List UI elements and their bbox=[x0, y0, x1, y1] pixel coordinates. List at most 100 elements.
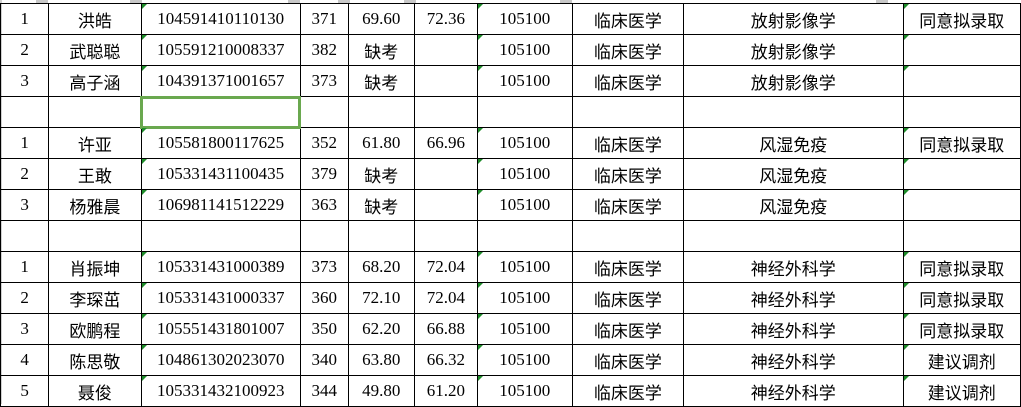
cell-initial-score[interactable]: 379 bbox=[299, 158, 349, 190]
cell-exam-id[interactable]: 105581800117625 bbox=[140, 127, 301, 159]
cell-no[interactable]: 2 bbox=[0, 158, 50, 190]
cell-exam-id[interactable]: 105591210008337 bbox=[140, 34, 301, 66]
cell-major-code[interactable]: 105100 bbox=[476, 189, 573, 221]
cell-retest-score[interactable]: 缺考 bbox=[347, 34, 416, 66]
cell-direction[interactable]: 风湿免疫 bbox=[682, 127, 904, 159]
cell-result[interactable] bbox=[902, 96, 1021, 128]
cell-result[interactable]: 同意拟录取 bbox=[902, 251, 1021, 283]
cell-total-score[interactable]: 72.04 bbox=[414, 282, 478, 314]
cell-total-score[interactable] bbox=[414, 65, 478, 97]
cell-major[interactable] bbox=[571, 96, 684, 128]
cell-retest-score[interactable]: 68.20 bbox=[347, 251, 416, 283]
cell-total-score[interactable] bbox=[414, 189, 478, 221]
cell-direction[interactable]: 神经外科学 bbox=[682, 251, 904, 283]
cell-initial-score[interactable]: 382 bbox=[299, 34, 349, 66]
cell-no[interactable]: 1 bbox=[0, 3, 50, 35]
cell-initial-score[interactable]: 373 bbox=[299, 251, 349, 283]
cell-retest-score[interactable]: 63.80 bbox=[347, 344, 416, 376]
filter-button[interactable] bbox=[876, 0, 888, 3]
cell-direction[interactable]: 放射影像学 bbox=[682, 34, 904, 66]
cell-direction[interactable]: 放射影像学 bbox=[682, 3, 904, 35]
cell-name[interactable]: 陈思敬 bbox=[48, 344, 142, 376]
cell-major-code[interactable]: 105100 bbox=[476, 313, 573, 345]
cell-exam-id[interactable]: 105331431000389 bbox=[140, 251, 301, 283]
cell-initial-score[interactable]: 344 bbox=[299, 375, 349, 407]
cell-name[interactable]: 杨雅晨 bbox=[48, 189, 142, 221]
cell-retest-score[interactable]: 缺考 bbox=[347, 65, 416, 97]
cell-direction[interactable]: 风湿免疫 bbox=[682, 158, 904, 190]
cell-total-score[interactable] bbox=[414, 96, 478, 128]
cell-name[interactable]: 聂俊 bbox=[48, 375, 142, 407]
cell-major[interactable]: 临床医学 bbox=[571, 65, 684, 97]
cell-exam-id[interactable] bbox=[140, 220, 301, 252]
cell-initial-score[interactable]: 350 bbox=[299, 313, 349, 345]
cell-initial-score[interactable]: 363 bbox=[299, 189, 349, 221]
cell-retest-score[interactable]: 62.20 bbox=[347, 313, 416, 345]
cell-no[interactable] bbox=[0, 96, 50, 128]
cell-result[interactable] bbox=[902, 65, 1021, 97]
cell-initial-score[interactable]: 352 bbox=[299, 127, 349, 159]
cell-initial-score[interactable] bbox=[299, 220, 349, 252]
cell-exam-id[interactable]: 106981141512229 bbox=[140, 189, 301, 221]
cell-major-code[interactable]: 105100 bbox=[476, 34, 573, 66]
cell-retest-score[interactable]: 72.10 bbox=[347, 282, 416, 314]
filter-button[interactable] bbox=[338, 0, 350, 3]
cell-name[interactable]: 欧鹏程 bbox=[48, 313, 142, 345]
filter-button[interactable] bbox=[288, 0, 300, 3]
cell-direction[interactable]: 神经外科学 bbox=[682, 282, 904, 314]
cell-initial-score[interactable] bbox=[299, 96, 349, 128]
cell-retest-score[interactable]: 69.60 bbox=[347, 3, 416, 35]
cell-no[interactable]: 3 bbox=[0, 65, 50, 97]
cell-direction[interactable] bbox=[682, 220, 904, 252]
cell-major-code[interactable]: 105100 bbox=[476, 127, 573, 159]
cell-initial-score[interactable]: 360 bbox=[299, 282, 349, 314]
cell-total-score[interactable]: 66.96 bbox=[414, 127, 478, 159]
cell-exam-id[interactable]: 104391371001657 bbox=[140, 65, 301, 97]
cell-name[interactable]: 许亚 bbox=[48, 127, 142, 159]
cell-initial-score[interactable]: 373 bbox=[299, 65, 349, 97]
cell-no[interactable]: 1 bbox=[0, 251, 50, 283]
cell-total-score[interactable]: 61.20 bbox=[414, 375, 478, 407]
cell-total-score[interactable]: 72.04 bbox=[414, 251, 478, 283]
cell-result[interactable] bbox=[902, 220, 1021, 252]
cell-exam-id[interactable]: 105331431000337 bbox=[140, 282, 301, 314]
cell-result[interactable]: 建议调剂 bbox=[902, 375, 1021, 407]
cell-major[interactable]: 临床医学 bbox=[571, 34, 684, 66]
cell-total-score[interactable] bbox=[414, 220, 478, 252]
cell-no[interactable]: 3 bbox=[0, 189, 50, 221]
cell-total-score[interactable]: 66.32 bbox=[414, 344, 478, 376]
cell-name[interactable]: 肖振坤 bbox=[48, 251, 142, 283]
cell-major[interactable]: 临床医学 bbox=[571, 189, 684, 221]
cell-result[interactable] bbox=[902, 158, 1021, 190]
cell-no[interactable]: 4 bbox=[0, 344, 50, 376]
cell-major[interactable]: 临床医学 bbox=[571, 158, 684, 190]
cell-major-code[interactable]: 105100 bbox=[476, 158, 573, 190]
cell-major[interactable]: 临床医学 bbox=[571, 3, 684, 35]
cell-direction[interactable]: 神经外科学 bbox=[682, 313, 904, 345]
cell-result[interactable]: 建议调剂 bbox=[902, 344, 1021, 376]
cell-result[interactable]: 同意拟录取 bbox=[902, 282, 1021, 314]
selected-cell[interactable] bbox=[140, 95, 302, 129]
spreadsheet-grid[interactable]: 1 洪皓 104591410110130 371 69.60 72.36 105100 临床医… bbox=[0, 3, 1021, 407]
cell-direction[interactable]: 神经外科学 bbox=[682, 375, 904, 407]
cell-major[interactable] bbox=[571, 220, 684, 252]
cell-retest-score[interactable]: 49.80 bbox=[347, 375, 416, 407]
cell-name[interactable]: 高子涵 bbox=[48, 65, 142, 97]
cell-direction[interactable]: 风湿免疫 bbox=[682, 189, 904, 221]
cell-no[interactable]: 2 bbox=[0, 282, 50, 314]
filter-button[interactable] bbox=[404, 0, 416, 3]
cell-major-code[interactable]: 105100 bbox=[476, 251, 573, 283]
cell-no[interactable]: 1 bbox=[0, 127, 50, 159]
cell-retest-score[interactable]: 61.80 bbox=[347, 127, 416, 159]
cell-major[interactable]: 临床医学 bbox=[571, 127, 684, 159]
cell-name[interactable] bbox=[48, 220, 142, 252]
cell-major-code[interactable]: 105100 bbox=[476, 65, 573, 97]
cell-major[interactable]: 临床医学 bbox=[571, 313, 684, 345]
filter-button[interactable] bbox=[130, 0, 142, 3]
cell-direction[interactable] bbox=[682, 96, 904, 128]
filter-button[interactable] bbox=[560, 0, 572, 3]
cell-exam-id[interactable]: 104861302023070 bbox=[140, 344, 301, 376]
cell-total-score[interactable] bbox=[414, 34, 478, 66]
cell-name[interactable]: 李琛茁 bbox=[48, 282, 142, 314]
cell-direction[interactable]: 神经外科学 bbox=[682, 344, 904, 376]
